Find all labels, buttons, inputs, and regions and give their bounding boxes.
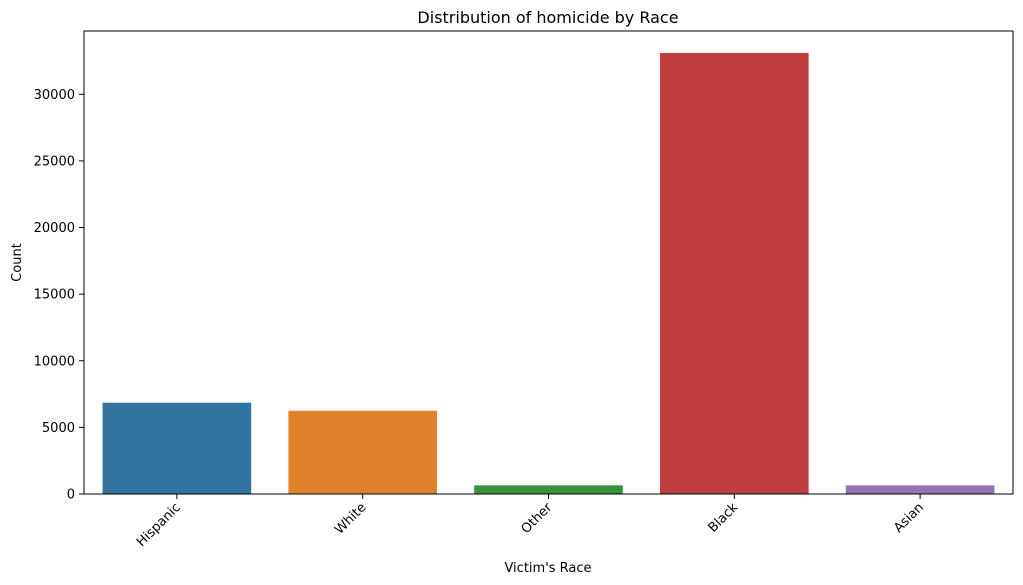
y-tick-label: 25000 — [34, 154, 75, 169]
bar-white — [288, 410, 438, 494]
y-tick-label: 20000 — [34, 221, 75, 236]
y-tick-label: 0 — [67, 488, 75, 503]
chart-title: Distribution of homicide by Race — [417, 8, 678, 27]
y-tick-label: 30000 — [34, 88, 75, 103]
plot-area: 0 5000 10000 15000 20000 25000 30000 Hispanic Wh… — [34, 30, 1014, 550]
y-tick-label: 5000 — [42, 421, 75, 436]
x-tick-label: White — [332, 500, 369, 537]
x-tick-label: Asian — [891, 500, 927, 536]
x-tick-label: Other — [519, 500, 556, 537]
bar-black — [659, 52, 809, 495]
x-tick-label: Hispanic — [134, 500, 184, 550]
bar-asian — [845, 485, 995, 494]
x-axis-title: Victim's Race — [504, 561, 591, 576]
y-tick-label: 10000 — [34, 354, 75, 369]
x-tick-label: Black — [706, 500, 742, 536]
y-axis-title: Count — [10, 243, 25, 282]
y-tick-label: 15000 — [34, 288, 75, 303]
bar-hispanic — [102, 402, 252, 494]
bar-other — [474, 485, 623, 494]
